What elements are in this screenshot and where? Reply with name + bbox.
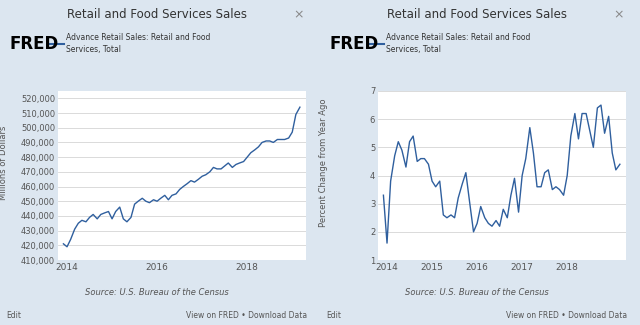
Text: View on FRED • Download Data: View on FRED • Download Data <box>506 311 627 320</box>
Text: Retail and Food Services Sales: Retail and Food Services Sales <box>67 8 247 21</box>
Text: Edit: Edit <box>6 311 21 320</box>
Text: Source: U.S. Bureau of the Census: Source: U.S. Bureau of the Census <box>405 288 548 297</box>
Text: Edit: Edit <box>326 311 341 320</box>
Text: ×: × <box>294 8 304 21</box>
Text: View on FRED • Download Data: View on FRED • Download Data <box>186 311 307 320</box>
Text: Source: U.S. Bureau of the Census: Source: U.S. Bureau of the Census <box>85 288 228 297</box>
Text: ×: × <box>614 8 624 21</box>
Text: Percent Change from Year Ago: Percent Change from Year Ago <box>319 98 328 227</box>
Text: FRED: FRED <box>10 35 59 53</box>
Text: Millions of Dollars: Millions of Dollars <box>0 125 8 200</box>
Text: Retail and Food Services Sales: Retail and Food Services Sales <box>387 8 567 21</box>
Text: Advance Retail Sales: Retail and Food
Services, Total: Advance Retail Sales: Retail and Food Se… <box>66 33 210 54</box>
Text: Advance Retail Sales: Retail and Food
Services, Total: Advance Retail Sales: Retail and Food Se… <box>386 33 530 54</box>
Text: FRED: FRED <box>330 35 379 53</box>
